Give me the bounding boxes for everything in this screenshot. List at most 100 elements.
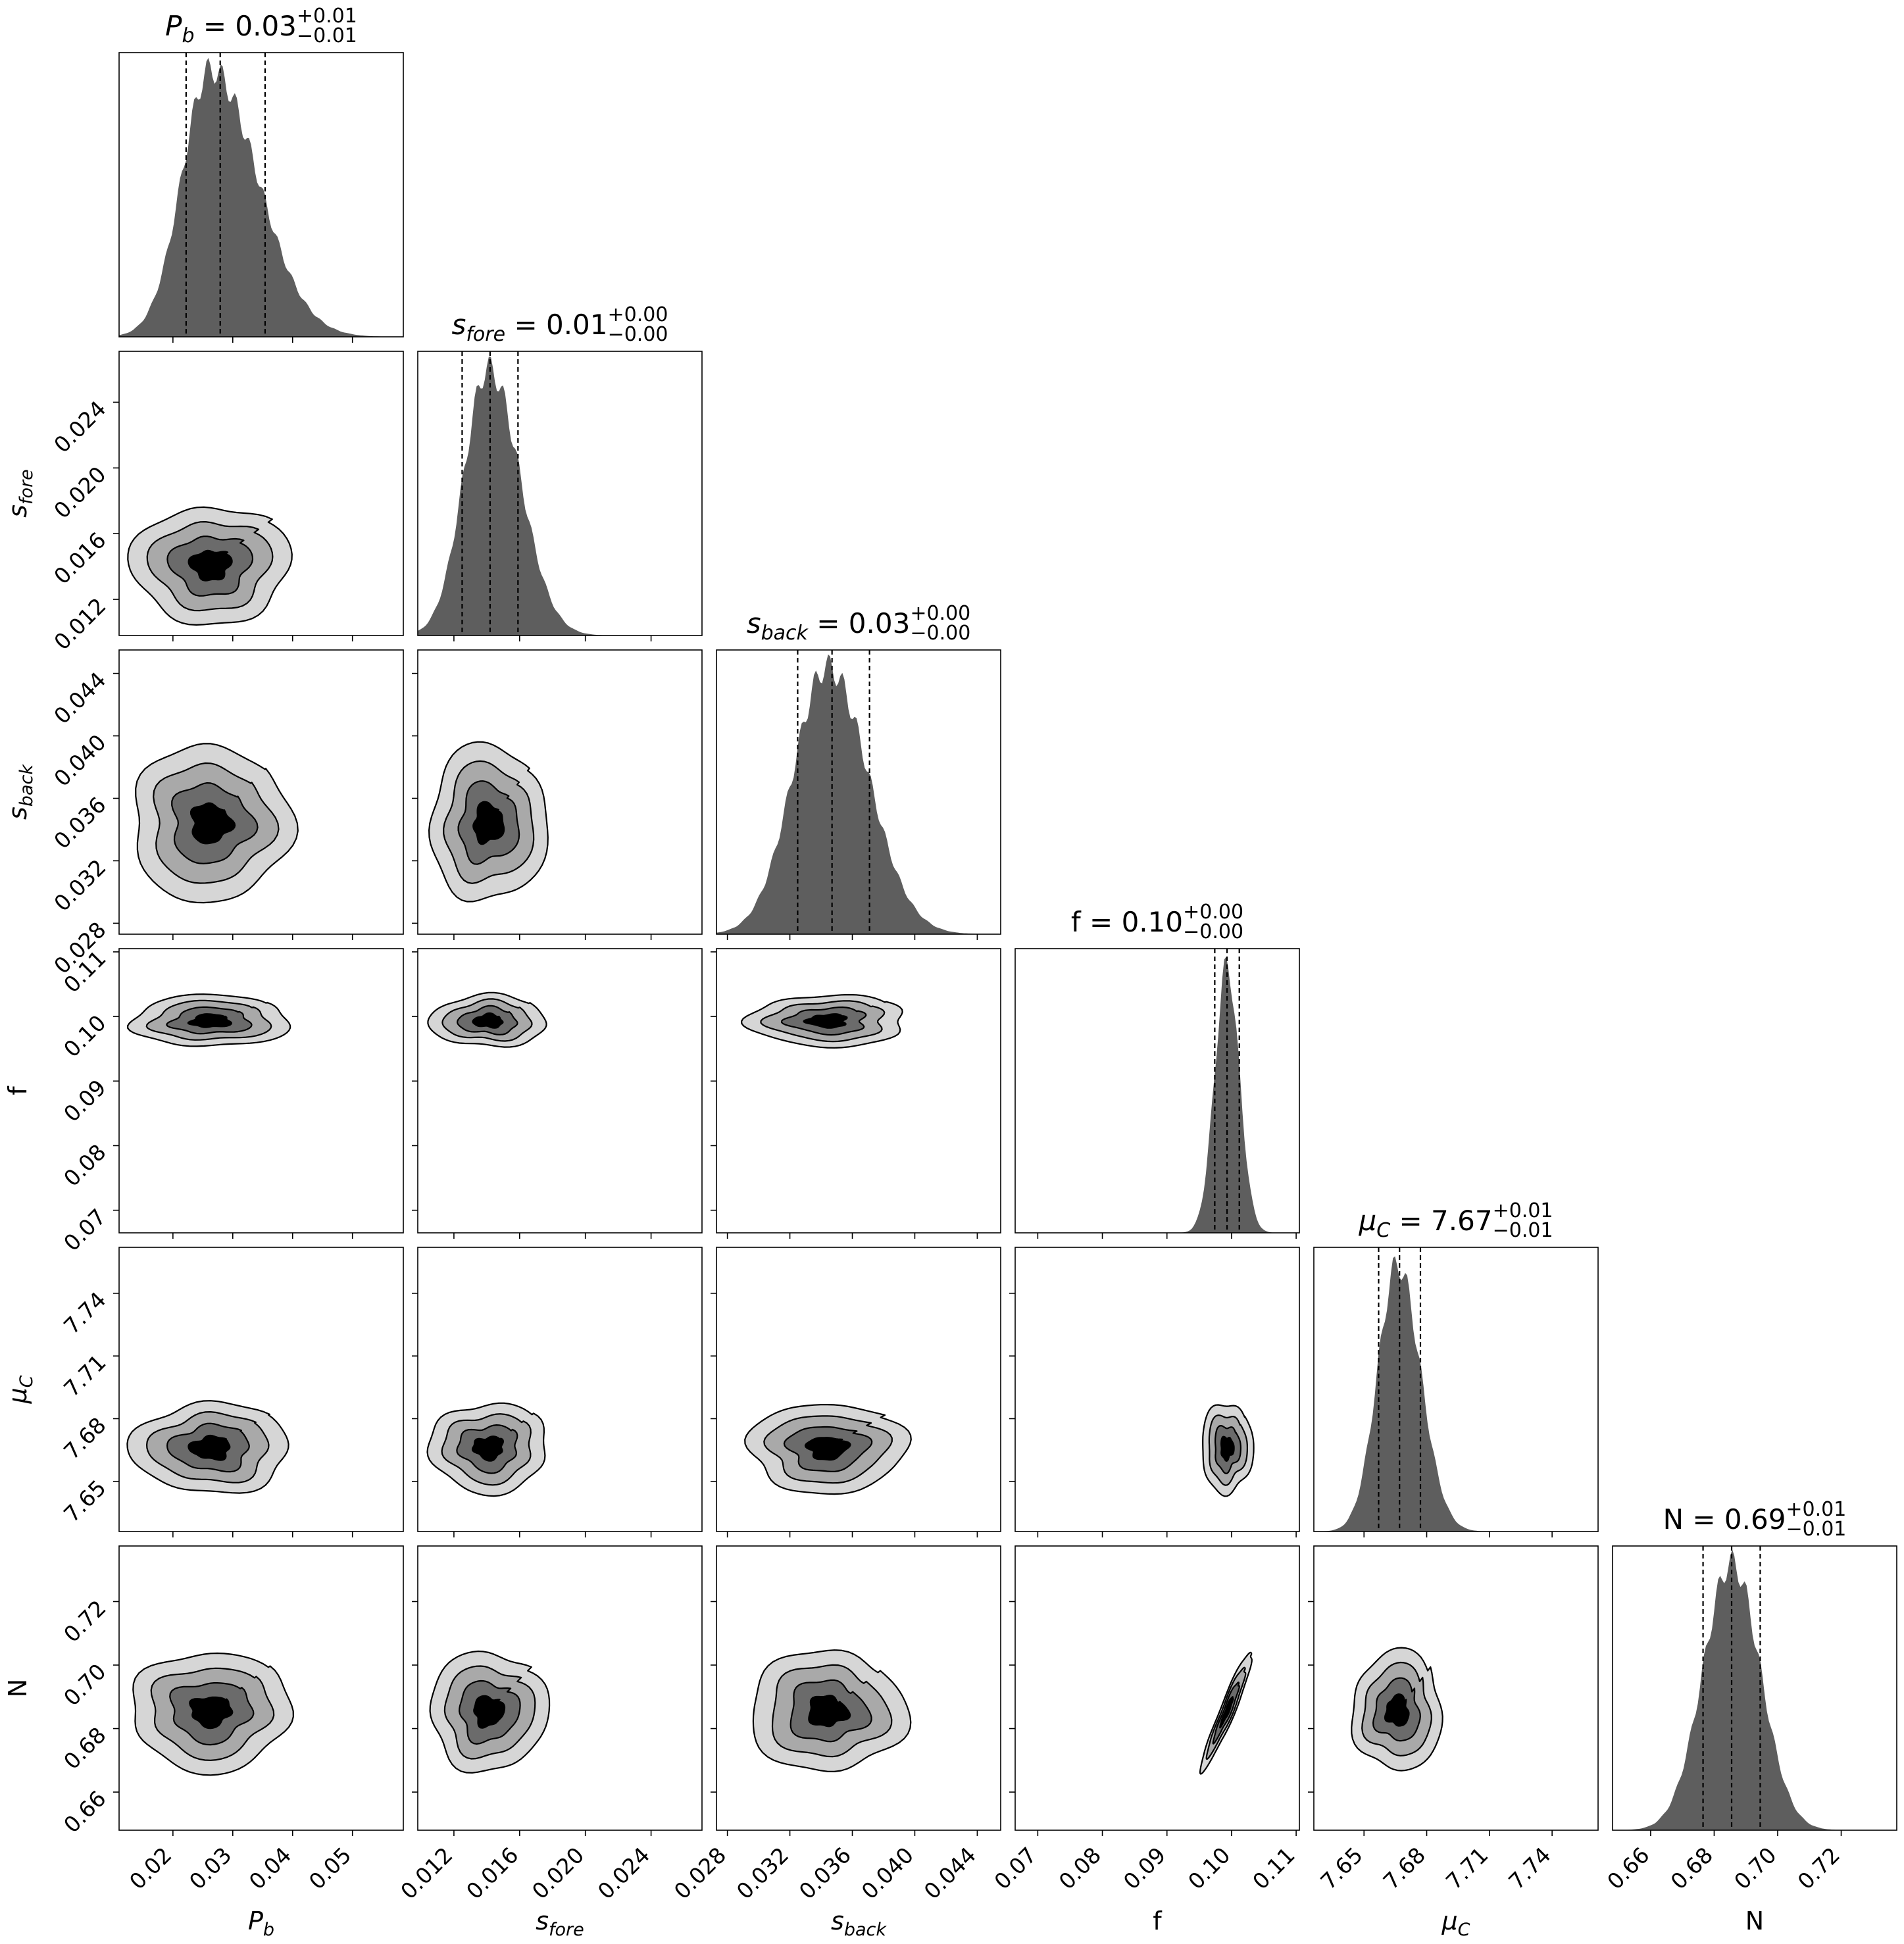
- panel-frame: [716, 649, 1001, 935]
- panel-frame: [118, 1545, 404, 1831]
- panel-content: [119, 53, 403, 337]
- x-tick-label-sback: 0.032: [732, 1842, 793, 1904]
- title-value: = 0.03: [194, 10, 296, 42]
- axis-symbol: N: [3, 1679, 32, 1697]
- contour-level-3: [471, 1435, 505, 1462]
- x-axis-label-sfore: sfore: [536, 1907, 584, 1940]
- x-tick-label-N: 0.70: [1729, 1842, 1782, 1895]
- contour-panel-sback-f: [711, 948, 1001, 1239]
- title-value: N = 0.69: [1663, 1503, 1786, 1535]
- panel-title-sback: sback = 0.03+0.00 −0.00: [747, 602, 971, 645]
- y-tick-label-N: 0.66: [59, 1785, 111, 1838]
- panel-frame: [118, 649, 404, 935]
- axis-symbol: s: [3, 505, 32, 518]
- axis-symbol: s: [3, 807, 32, 820]
- histogram-muC: [1314, 1256, 1598, 1532]
- panel-content: [752, 1649, 912, 1772]
- axis-subscript: back: [844, 1920, 888, 1940]
- axis-symbol: s: [831, 1907, 844, 1935]
- x-axis-label-f: f: [1153, 1907, 1163, 1935]
- panel-frame: [1612, 1545, 1897, 1831]
- y-tick-label-f: 0.08: [59, 1139, 111, 1192]
- title-plus-error: +0.01: [297, 5, 357, 28]
- panel-frame: [1313, 1545, 1599, 1831]
- contour-level-3: [189, 802, 236, 845]
- contour-panel-Pb-f: 0.070.080.090.100.11: [59, 945, 404, 1257]
- contour-level-3: [188, 549, 233, 582]
- histogram-Pb: [119, 58, 403, 337]
- axis-subscript: fore: [16, 469, 37, 505]
- title-symbol: s: [451, 309, 466, 341]
- panel-frame: [1015, 1247, 1300, 1532]
- contour-panel-sfore-N: 0.012 0.016 0.020 0.024: [395, 1545, 703, 1904]
- contour-panel-f-muC: [1009, 1247, 1300, 1537]
- histogram-panel-Pb: Pb = 0.03+0.01 −0.01: [118, 5, 404, 343]
- x-axis-label-sback: sback: [831, 1907, 887, 1940]
- x-tick-label-N: 0.66: [1602, 1842, 1655, 1895]
- x-tick-label-sfore: 0.020: [527, 1842, 589, 1904]
- histogram-sfore: [418, 357, 702, 636]
- x-tick-label-f: 0.09: [1118, 1842, 1171, 1895]
- axis-symbol: f: [3, 1085, 32, 1095]
- panel-frame: [417, 1545, 703, 1831]
- panel-frame: [118, 948, 404, 1234]
- y-tick-label-sback: 0.044: [49, 667, 111, 729]
- panel-frame: [118, 351, 404, 636]
- panel-content: [716, 650, 1001, 934]
- x-axis-label-N: N: [1745, 1907, 1764, 1935]
- contour-panel-Pb-N: 0.02 0.03 0.04 0.05 0.66 0.68 0.70 0.72: [59, 1545, 404, 1895]
- contour-level-3: [803, 1013, 848, 1029]
- axis-subscript: fore: [549, 1920, 584, 1940]
- contour-panel-sback-muC: [711, 1247, 1001, 1537]
- x-axis-label-muC: μC: [1441, 1907, 1470, 1940]
- histogram-panel-sback: sback = 0.03+0.00 −0.00: [716, 602, 1001, 940]
- contour-level-3: [473, 1695, 506, 1729]
- y-axis-label-muC: μC: [3, 1375, 37, 1404]
- axis-symbol: f: [1153, 1907, 1163, 1935]
- title-minus-error: −0.01: [1786, 1518, 1846, 1541]
- panel-frame: [1015, 1545, 1300, 1831]
- title-plus-error: +0.00: [608, 303, 668, 326]
- x-tick-label-f: 0.11: [1247, 1842, 1300, 1895]
- panel-content: [1202, 1404, 1255, 1497]
- y-tick-label-f: 0.07: [59, 1204, 111, 1257]
- axis-subscript: C: [16, 1375, 37, 1387]
- panel-frame: [716, 1247, 1001, 1532]
- contour-level-3: [472, 801, 505, 845]
- y-tick-label-N: 0.70: [59, 1658, 111, 1711]
- histogram-sback: [716, 654, 1001, 934]
- title-minus-error: −0.01: [297, 24, 357, 47]
- x-tick-label-sback: 0.044: [919, 1842, 981, 1904]
- x-tick-label-sback: 0.040: [857, 1842, 918, 1904]
- y-tick-label-N: 0.68: [59, 1722, 111, 1775]
- title-symbol: s: [747, 607, 761, 639]
- y-tick-label-N: 0.72: [59, 1595, 111, 1648]
- title-subscript: fore: [466, 323, 505, 346]
- x-tick-label-muC: 7.65: [1315, 1842, 1368, 1895]
- axis-subscript: C: [1458, 1920, 1470, 1940]
- x-tick-label-Pb: 0.03: [184, 1842, 237, 1895]
- y-tick-label-sback: 0.032: [49, 855, 111, 916]
- title-symbol: μ: [1358, 1205, 1376, 1237]
- histogram-N: [1613, 1549, 1897, 1830]
- contour-panel-muC-N: 7.65 7.68 7.71 7.74: [1308, 1545, 1599, 1895]
- title-minus-error: −0.00: [910, 622, 970, 645]
- histogram-panel-muC: μC = 7.67+0.01 −0.01: [1313, 1199, 1599, 1537]
- contour-panel-sfore-sback: [412, 649, 703, 940]
- title-plus-error: +0.01: [1493, 1199, 1553, 1222]
- y-tick-label-muC: 7.68: [59, 1412, 111, 1465]
- x-tick-label-N: 0.72: [1793, 1842, 1845, 1895]
- contour-level-3: [472, 1012, 504, 1029]
- histogram-panel-f: f = 0.10+0.00 −0.00: [1015, 901, 1300, 1239]
- panel-frame: [118, 52, 404, 337]
- title-minus-error: −0.00: [608, 323, 668, 346]
- x-tick-label-sback: 0.028: [669, 1842, 731, 1904]
- x-tick-label-sfore: 0.016: [461, 1842, 523, 1904]
- panel-title-Pb: Pb = 0.03+0.01 −0.01: [165, 5, 357, 47]
- title-value: f = 0.10: [1071, 906, 1183, 938]
- y-tick-label-muC: 7.74: [59, 1287, 111, 1339]
- panel-content: [127, 506, 293, 626]
- x-tick-label-muC: 7.68: [1378, 1842, 1431, 1895]
